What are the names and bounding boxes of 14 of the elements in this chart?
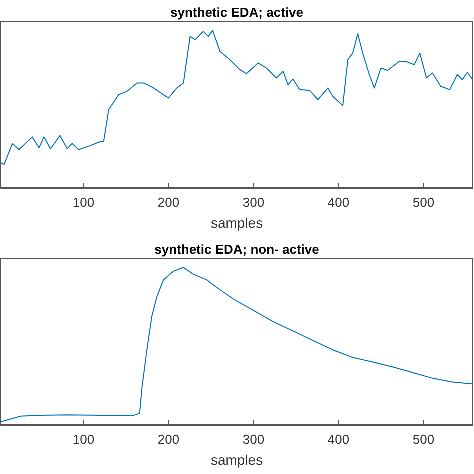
x-tick-label: 200 (158, 432, 180, 447)
x-tick-label: 400 (328, 432, 350, 447)
x-axis-title: samples (210, 215, 264, 231)
x-tick-label: 300 (242, 432, 265, 447)
chart-title: synthetic EDA; non- active (154, 242, 320, 257)
x-tick-label: 300 (242, 195, 265, 210)
x-tick-label: 500 (412, 432, 435, 447)
x-tick-label: 500 (412, 195, 435, 210)
x-axis-title: samples (210, 452, 264, 468)
x-tick-label: 400 (328, 195, 350, 210)
x-tick-label: 200 (158, 195, 180, 210)
x-tick-label: 100 (72, 195, 95, 210)
chart-title: synthetic EDA; active (170, 5, 304, 20)
x-tick-label: 100 (72, 432, 95, 447)
